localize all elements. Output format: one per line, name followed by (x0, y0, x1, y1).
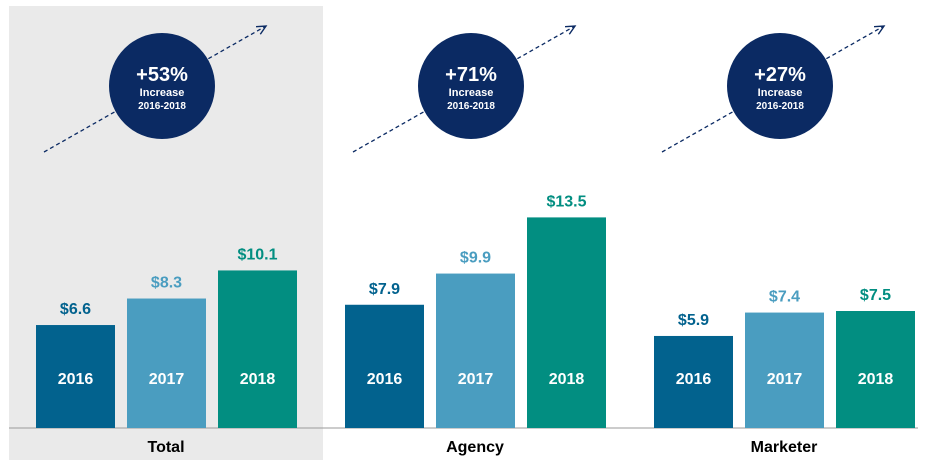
year-label-agency-2016: 2016 (367, 371, 403, 388)
year-label-agency-2018: 2018 (549, 371, 585, 388)
bar-total-2016 (36, 325, 115, 428)
growth-period-marketer: 2016-2018 (756, 101, 804, 112)
arrow-head-marketer (873, 25, 886, 35)
year-label-marketer-2016: 2016 (676, 371, 712, 388)
bar-agency-2018 (527, 217, 606, 428)
bar-marketer-2016 (654, 335, 733, 428)
labels: +53%Increase2016-2018$6.62016$8.32017$10… (58, 64, 894, 456)
group-label-agency: Agency (446, 439, 504, 456)
bar-marketer-2017 (745, 312, 824, 428)
bars (36, 217, 915, 428)
growth-circle-total (109, 33, 215, 139)
year-label-total-2017: 2017 (149, 371, 185, 388)
value-label-agency-2016: $7.9 (369, 281, 400, 298)
year-label-marketer-2018: 2018 (858, 371, 894, 388)
growth-period-agency: 2016-2018 (447, 101, 495, 112)
value-label-agency-2018: $13.5 (546, 193, 586, 210)
value-label-total-2018: $10.1 (237, 246, 277, 263)
growth-percent-marketer: +27% (754, 64, 806, 86)
growth-label-total: Increase (140, 87, 185, 99)
bar-total-2017 (127, 298, 206, 428)
year-label-marketer-2017: 2017 (767, 371, 803, 388)
bar-agency-2017 (436, 273, 515, 428)
group-label-total: Total (147, 439, 184, 456)
year-label-total-2016: 2016 (58, 371, 94, 388)
value-label-marketer-2016: $5.9 (678, 312, 709, 329)
value-label-total-2017: $8.3 (151, 275, 182, 292)
growth-circle-agency (418, 33, 524, 139)
group-label-marketer: Marketer (751, 439, 818, 456)
bar-agency-2016 (345, 304, 424, 428)
growth-circle-marketer (727, 33, 833, 139)
growth-percent-agency: +71% (445, 64, 497, 86)
bar-total-2018 (218, 270, 297, 428)
growth-period-total: 2016-2018 (138, 101, 186, 112)
year-label-total-2018: 2018 (240, 371, 276, 388)
value-label-total-2016: $6.6 (60, 301, 91, 318)
growth-arrows (43, 25, 886, 153)
growth-percent-total: +53% (136, 64, 188, 86)
growth-label-marketer: Increase (758, 87, 803, 99)
arrow-head-total (255, 25, 268, 35)
growth-label-agency: Increase (449, 87, 494, 99)
bar-marketer-2018 (836, 311, 915, 428)
value-label-marketer-2017: $7.4 (769, 289, 800, 306)
value-label-marketer-2018: $7.5 (860, 287, 891, 304)
arrow-head-agency (564, 25, 577, 35)
value-label-agency-2017: $9.9 (460, 250, 491, 267)
year-label-agency-2017: 2017 (458, 371, 494, 388)
